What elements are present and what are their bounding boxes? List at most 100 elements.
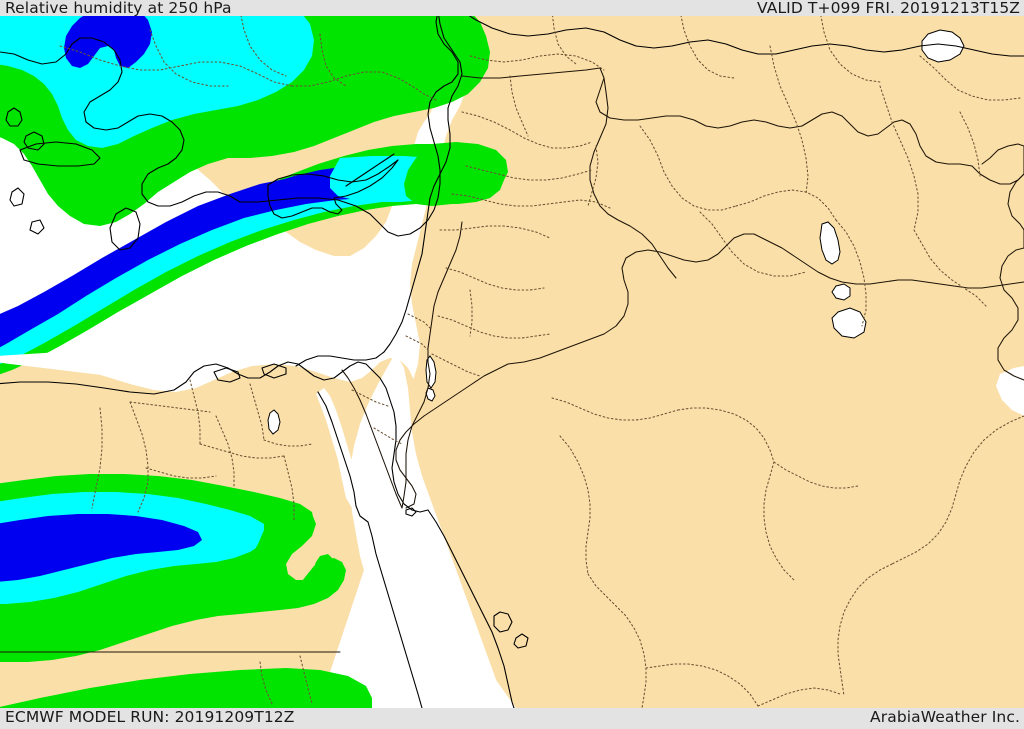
admin-turkey-8 — [680, 16, 735, 79]
admin-israel-1 — [407, 313, 431, 329]
admin-saudi-9 — [757, 687, 841, 707]
model-run-label: ECMWF MODEL RUN: 20191209T12Z — [5, 708, 295, 726]
water-lake-razzaza — [831, 283, 851, 301]
coast-egypt-north — [0, 361, 373, 395]
admin-iraq-2 — [735, 189, 837, 221]
water-overlay-group — [0, 29, 1024, 708]
admin-turkey-1 — [59, 45, 293, 87]
admin-turkey-9 — [820, 16, 881, 83]
coastline-group — [0, 16, 1024, 708]
admin-sinai-2 — [373, 427, 403, 445]
admin-sudan-2 — [299, 655, 313, 705]
water-lake-habbaniyah — [831, 307, 867, 339]
admin-saudi-2 — [677, 407, 775, 463]
admin-jordan-3 — [469, 289, 473, 337]
valid-time-label: VALID T+099 FRI. 20191213T15Z — [757, 0, 1020, 16]
admin-saudi-4 — [559, 435, 591, 575]
rh-blue-aegean-core — [64, 16, 152, 68]
admin-egypt-6 — [215, 415, 235, 487]
admin-saudi-1 — [551, 397, 679, 421]
admin-jordan-1 — [445, 267, 545, 291]
admin-syria-6 — [587, 145, 599, 207]
coast-sinai — [371, 369, 429, 513]
border-iraq-iran — [971, 143, 1024, 185]
border-syria-iraq — [589, 77, 677, 279]
coast-nile-delta-lagoon-1 — [213, 367, 241, 383]
coast-tiran-island — [405, 507, 417, 517]
coast-gulf-suez-west — [317, 391, 369, 523]
admin-egypt-4 — [199, 443, 285, 459]
border-israel-jordan — [401, 221, 463, 509]
coast-turkey-south — [239, 16, 459, 237]
admin-syria-1 — [461, 111, 593, 149]
admin-turkey-4 — [319, 33, 347, 87]
admin-saudi-3 — [773, 461, 859, 489]
footer-bar: ECMWF MODEL RUN: 20191209T12Z ArabiaWeat… — [0, 708, 1024, 729]
admin-saudi-6 — [891, 415, 1024, 565]
border-israel-egypt — [341, 369, 403, 509]
admin-saudi-5 — [587, 573, 647, 708]
coast-island-small-1 — [9, 187, 25, 207]
water-lake-tharthar — [819, 221, 841, 265]
admin-saudi-8 — [645, 663, 759, 707]
admin-turkey-6 — [469, 53, 605, 71]
admin-turkey-2 — [149, 29, 229, 87]
misc-detail-group — [213, 363, 417, 517]
admin-turkey-10 — [919, 55, 1021, 101]
admin-egypt-1 — [129, 401, 149, 513]
coast-levant — [295, 16, 463, 367]
admin-jordan-4 — [431, 353, 481, 377]
coast-cyprus-karpas — [345, 153, 395, 187]
rh-green-redsea-lobe — [246, 506, 334, 602]
border-saudi-kuwait — [769, 241, 1024, 289]
admin-turkey-3 — [291, 71, 437, 101]
map-svg — [0, 16, 1024, 708]
coast-black-sea — [468, 16, 1024, 57]
admin-egypt-2 — [129, 401, 211, 413]
admin-sinai-1 — [351, 389, 389, 407]
border-turkey-syria — [461, 67, 973, 167]
coast-arabian-inlet — [493, 611, 513, 633]
rh-green-levant-tongue — [404, 142, 508, 206]
admin-egypt-9 — [283, 455, 295, 521]
brand-label: ArabiaWeather Inc. — [870, 708, 1020, 726]
admin-iraq-1 — [639, 125, 737, 211]
admin-libya-egypt — [91, 407, 103, 509]
coast-red-sea-west — [367, 521, 423, 708]
admin-egypt-5 — [145, 467, 217, 479]
coast-rhodes — [109, 207, 141, 251]
coast-red-sea-east — [427, 509, 515, 708]
admin-iraq-8 — [959, 111, 981, 177]
rh-green-south-tongue — [0, 668, 372, 708]
admin-iraq-6 — [835, 219, 867, 327]
admin-jordan-2 — [437, 315, 551, 339]
page-title: Relative humidity at 250 hPa — [5, 0, 232, 16]
border-jordan-iraq-saudi — [507, 233, 771, 365]
admin-saudi-7 — [837, 563, 893, 697]
coast-aegean-island-1 — [5, 107, 23, 127]
coast-arabian-inlet-2 — [513, 633, 529, 649]
admin-israel-2 — [405, 335, 429, 351]
water-red-sea — [350, 352, 508, 708]
admin-syria-4 — [451, 193, 611, 209]
header-bar: Relative humidity at 250 hPa VALID T+099… — [0, 0, 1024, 16]
admin-iraq-3 — [769, 45, 809, 195]
land-middle-east — [392, 16, 1024, 708]
water-dead-sea-south — [425, 387, 436, 402]
water-lake-nasser — [267, 409, 281, 435]
rh-blue-sahara-core-west — [0, 536, 112, 578]
admin-border-group — [59, 16, 1024, 708]
coast-cyprus — [267, 159, 399, 219]
coast-crete — [19, 141, 101, 167]
admin-egypt-8 — [263, 439, 313, 447]
admin-iraq-4 — [879, 85, 919, 231]
forecast-map-canvas[interactable] — [0, 16, 1024, 708]
admin-egypt-3 — [189, 379, 201, 445]
water-mediterranean-egypt — [0, 352, 200, 378]
admin-iraq-5 — [913, 229, 987, 307]
admin-sudan-1 — [259, 661, 273, 705]
water-lake-van — [921, 29, 965, 63]
national-border-group — [0, 67, 1024, 653]
border-iraq-iran-south — [997, 173, 1024, 381]
